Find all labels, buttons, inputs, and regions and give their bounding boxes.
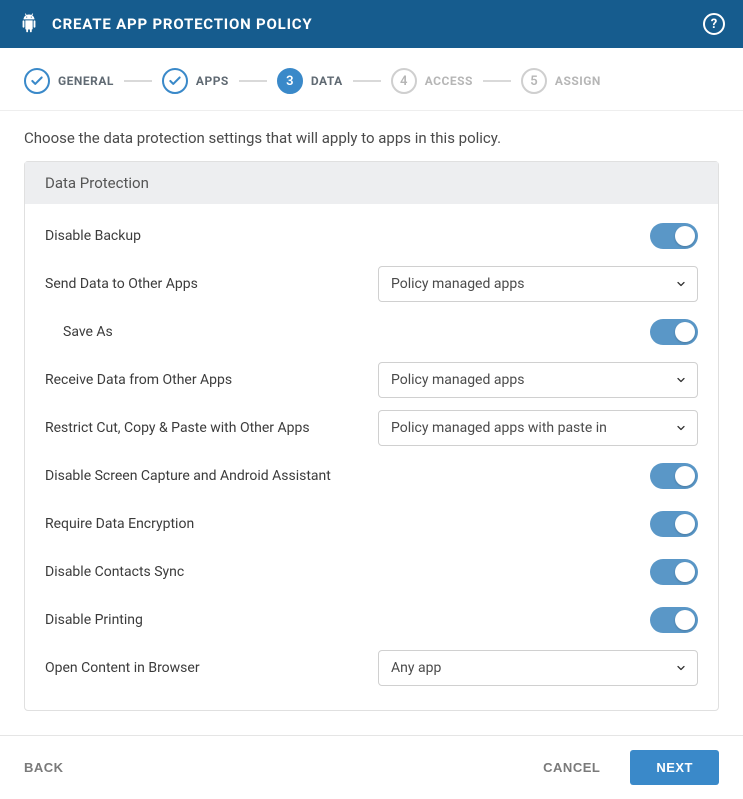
select-receive_data[interactable]: Policy managed apps [378, 362, 698, 398]
toggle-knob [675, 514, 695, 534]
setting-control: Any app [378, 650, 698, 686]
step-number: 5 [521, 68, 547, 94]
select-value: Policy managed apps [391, 372, 524, 388]
setting-control: Policy managed apps [378, 266, 698, 302]
select-value: Policy managed apps with paste in [391, 420, 607, 436]
setting-label: Receive Data from Other Apps [45, 372, 378, 388]
setting-label: Disable Printing [45, 612, 378, 628]
select-open_content_browser[interactable]: Any app [378, 650, 698, 686]
setting-label: Disable Screen Capture and Android Assis… [45, 468, 378, 484]
intro-text: Choose the data protection settings that… [0, 111, 743, 161]
setting-control [378, 511, 698, 537]
check-icon [162, 68, 188, 94]
panel-body: Disable Backup Send Data to Other Apps Pol… [25, 204, 718, 710]
step-number: 3 [277, 68, 303, 94]
toggle-disable_contacts_sync[interactable] [650, 559, 698, 585]
page-title: CREATE APP PROTECTION POLICY [52, 15, 703, 33]
cancel-button[interactable]: CANCEL [523, 750, 620, 785]
chevron-down-icon [675, 278, 687, 290]
setting-control [378, 319, 698, 345]
chevron-down-icon [675, 662, 687, 674]
setting-row-disable_contacts_sync: Disable Contacts Sync [45, 548, 698, 596]
step-data: 3 DATA [277, 68, 343, 94]
setting-row-send_data: Send Data to Other Apps Policy managed ap… [45, 260, 698, 308]
step-label: DATA [311, 74, 343, 88]
setting-row-disable_backup: Disable Backup [45, 212, 698, 260]
setting-control [378, 223, 698, 249]
setting-control: Policy managed apps with paste in [378, 410, 698, 446]
back-button[interactable]: BACK [24, 750, 84, 785]
setting-control [378, 607, 698, 633]
select-restrict_ccp[interactable]: Policy managed apps with paste in [378, 410, 698, 446]
setting-label: Disable Contacts Sync [45, 564, 378, 580]
wizard-stepper: GENERAL APPS 3 DATA 4 ACCESS 5 ASSIGN [0, 48, 743, 111]
toggle-knob [675, 610, 695, 630]
chevron-down-icon [675, 422, 687, 434]
setting-control [378, 559, 698, 585]
step-number: 4 [391, 68, 417, 94]
toggle-knob [675, 322, 695, 342]
step-apps[interactable]: APPS [162, 68, 229, 94]
header: CREATE APP PROTECTION POLICY ? [0, 0, 743, 48]
setting-row-open_content_browser: Open Content in Browser Any app [45, 644, 698, 692]
next-button[interactable]: NEXT [630, 750, 719, 785]
setting-row-save_as: Save As [45, 308, 698, 356]
step-label: APPS [196, 74, 229, 88]
setting-label: Disable Backup [45, 228, 378, 244]
step-connector [483, 80, 511, 82]
toggle-require_encryption[interactable] [650, 511, 698, 537]
step-label: ASSIGN [555, 74, 601, 88]
setting-label: Save As [45, 324, 378, 340]
panel-title: Data Protection [25, 162, 718, 204]
step-label: GENERAL [58, 74, 114, 88]
step-connector [353, 80, 381, 82]
footer: BACK CANCEL NEXT [0, 735, 743, 799]
setting-row-restrict_ccp: Restrict Cut, Copy & Paste with Other Ap… [45, 404, 698, 452]
toggle-disable_screen_capture[interactable] [650, 463, 698, 489]
setting-row-receive_data: Receive Data from Other Apps Policy manag… [45, 356, 698, 404]
setting-row-disable_screen_capture: Disable Screen Capture and Android Assis… [45, 452, 698, 500]
toggle-knob [675, 562, 695, 582]
step-general[interactable]: GENERAL [24, 68, 114, 94]
step-label: ACCESS [425, 74, 473, 88]
setting-control: Policy managed apps [378, 362, 698, 398]
step-connector [124, 80, 152, 82]
select-value: Policy managed apps [391, 276, 524, 292]
step-access: 4 ACCESS [391, 68, 473, 94]
setting-control [378, 463, 698, 489]
setting-label: Open Content in Browser [45, 660, 378, 676]
toggle-disable_backup[interactable] [650, 223, 698, 249]
toggle-knob [675, 466, 695, 486]
setting-label: Send Data to Other Apps [45, 276, 378, 292]
step-assign: 5 ASSIGN [521, 68, 601, 94]
select-send_data[interactable]: Policy managed apps [378, 266, 698, 302]
toggle-disable_printing[interactable] [650, 607, 698, 633]
android-icon [18, 13, 40, 35]
setting-label: Restrict Cut, Copy & Paste with Other Ap… [45, 420, 378, 436]
select-value: Any app [391, 660, 441, 676]
setting-row-disable_printing: Disable Printing [45, 596, 698, 644]
check-icon [24, 68, 50, 94]
toggle-knob [675, 226, 695, 246]
setting-row-require_encryption: Require Data Encryption [45, 500, 698, 548]
step-connector [239, 80, 267, 82]
setting-label: Require Data Encryption [45, 516, 378, 532]
help-icon[interactable]: ? [703, 13, 725, 35]
data-protection-panel: Data Protection Disable Backup Send Data … [24, 161, 719, 711]
toggle-save_as[interactable] [650, 319, 698, 345]
chevron-down-icon [675, 374, 687, 386]
